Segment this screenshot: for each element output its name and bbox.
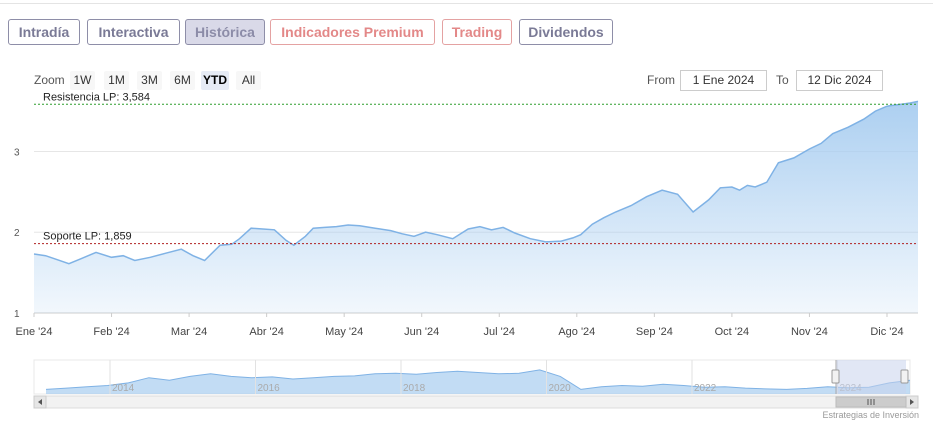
x-tick-label: Mar '24 [171,326,207,338]
x-tick-label: Oct '24 [715,326,750,338]
tab-trading[interactable]: Trading [442,19,512,45]
zoom-label: Zoom [34,73,65,87]
top-divider [0,3,933,4]
navigator-year-label: 2022 [694,383,717,394]
price-line [33,100,919,265]
tab-interactiva[interactable]: Interactiva [87,19,180,45]
x-tick-label: Feb '24 [93,326,129,338]
x-tick-label: Abr '24 [249,326,284,338]
navigator-year-label: 2016 [258,383,281,394]
x-tick-label: May '24 [325,326,363,338]
zoom-6m-button[interactable]: 6M [170,71,195,90]
zoom-3m-button[interactable]: 3M [137,71,162,90]
scrollbar-track[interactable] [33,395,919,409]
tab-intrad-a[interactable]: Intradía [8,19,80,45]
credit-text: Estrategias de Inversión [822,410,919,420]
tab-dividendos[interactable]: Dividendos [519,19,613,45]
scroll-right-arrow-icon [910,399,914,405]
resistance-label: Resistencia LP: 3,584 [43,91,150,103]
from-date-input[interactable]: 1 Ene 2024 [680,70,767,91]
x-tick-label: Dic '24 [870,326,903,338]
zoom-1w-button[interactable]: 1W [70,71,95,90]
to-date-input[interactable]: 12 Dic 2024 [796,70,883,91]
zoom-all-button[interactable]: All [236,71,261,90]
price-area [34,101,918,314]
x-tick-label: Ago '24 [558,326,595,338]
navigator-left-handle[interactable] [831,369,840,384]
navigator-right-handle[interactable] [900,369,909,384]
y-tick-label: 3 [14,147,20,158]
zoom-1m-button[interactable]: 1M [104,71,129,90]
navigator-line [45,369,911,390]
tab-indicadores-premium[interactable]: Indicadores Premium [270,19,435,45]
y-tick-label: 1 [14,309,20,320]
support-label: Soporte LP: 1,859 [43,231,132,243]
navigator-year-label: 2020 [549,383,572,394]
navigator-area [46,369,910,394]
x-tick-label: Ene '24 [16,326,53,338]
y-tick-label: 2 [14,228,20,239]
navigator-year-label: 2018 [403,383,426,394]
navigator-selection[interactable] [836,360,906,394]
x-tick-label: Nov '24 [791,326,828,338]
zoom-ytd-button[interactable]: YTD [201,71,229,90]
tab-hist-rica[interactable]: Histórica [185,19,265,45]
to-label: To [776,73,789,87]
from-label: From [647,73,675,87]
x-tick-label: Jul '24 [484,326,515,338]
navigator-year-label: 2014 [112,383,135,394]
x-tick-label: Sep '24 [636,326,673,338]
x-tick-label: Jun '24 [404,326,439,338]
scroll-left-arrow-icon [38,399,42,405]
